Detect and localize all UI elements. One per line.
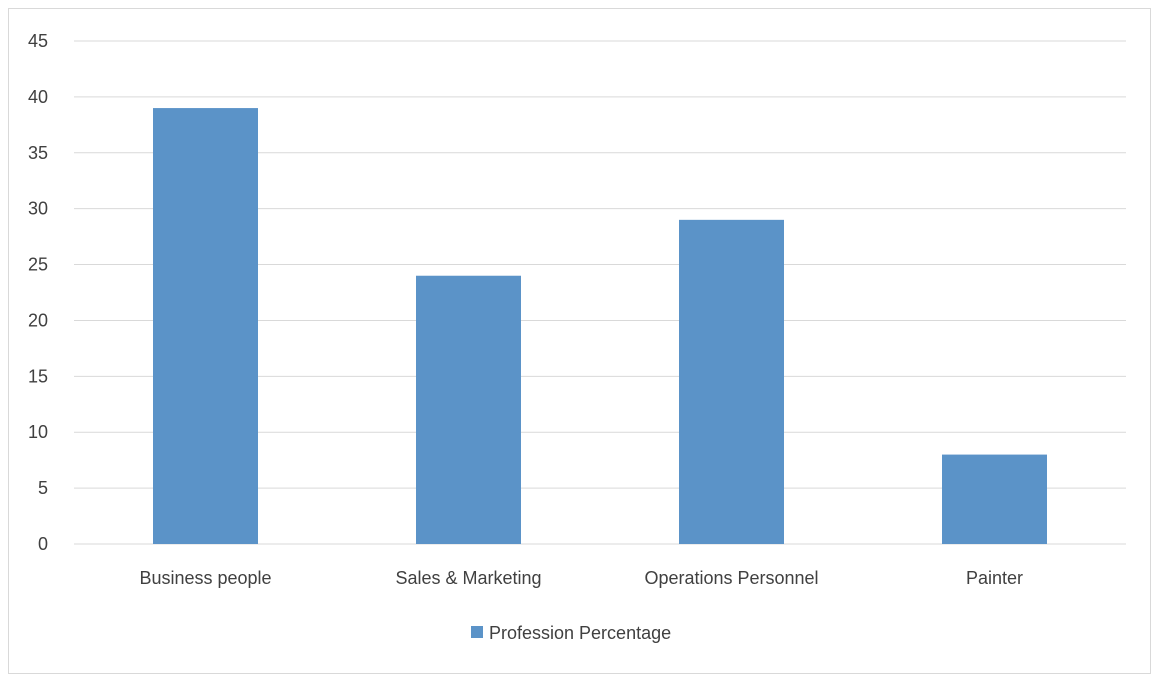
x-tick-label: Painter xyxy=(966,568,1023,588)
y-tick-label: 30 xyxy=(28,199,48,219)
y-tick-label: 35 xyxy=(28,143,48,163)
y-tick-label: 10 xyxy=(28,422,48,442)
y-tick-label: 40 xyxy=(28,87,48,107)
bar-4 xyxy=(942,454,1047,544)
y-tick-label: 0 xyxy=(38,534,48,554)
bars xyxy=(153,108,1047,545)
bar-3 xyxy=(679,219,784,544)
x-tick-label: Operations Personnel xyxy=(644,568,818,588)
y-tick-label: 45 xyxy=(28,31,48,51)
legend-label: Profession Percentage xyxy=(489,623,671,643)
legend-swatch xyxy=(471,626,483,638)
y-axis-tick-labels: 0 5 10 15 20 25 30 35 40 45 xyxy=(28,31,48,554)
x-axis-tick-labels: Business people Sales & Marketing Operatio… xyxy=(139,568,1023,588)
y-tick-label: 15 xyxy=(28,366,48,386)
x-tick-label: Sales & Marketing xyxy=(395,568,541,588)
bar-2 xyxy=(416,275,521,544)
y-tick-label: 25 xyxy=(28,255,48,275)
bar-1 xyxy=(153,108,258,545)
legend: Profession Percentage xyxy=(471,623,671,643)
x-tick-label: Business people xyxy=(139,568,271,588)
y-tick-label: 5 xyxy=(38,478,48,498)
y-tick-label: 20 xyxy=(28,310,48,330)
